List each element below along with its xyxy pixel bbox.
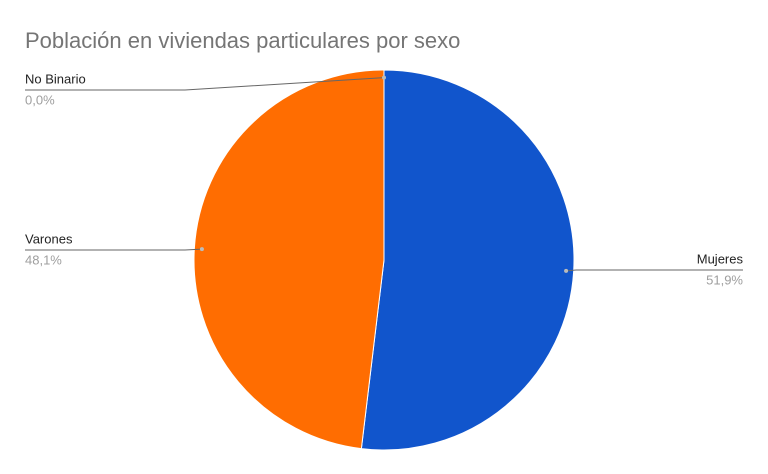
- slice-label: Varones: [25, 231, 73, 246]
- slice-value-label: 0,0%: [25, 92, 55, 107]
- chart-title: Población en viviendas particulares por …: [25, 28, 460, 53]
- pie-slice: [360, 69, 575, 451]
- slice-value-label: 48,1%: [25, 252, 62, 267]
- leader-dot: [382, 75, 386, 80]
- leader-line: [566, 269, 743, 272]
- slice-label: No Binario: [25, 71, 86, 86]
- leader-dot: [199, 247, 204, 252]
- slice-value-label: 51,9%: [706, 272, 743, 287]
- leader-line: [25, 77, 385, 91]
- leader-line: [25, 248, 202, 251]
- slice-label: Mujeres: [697, 251, 744, 266]
- leader-dot: [564, 268, 569, 273]
- pie-slice: [193, 69, 385, 450]
